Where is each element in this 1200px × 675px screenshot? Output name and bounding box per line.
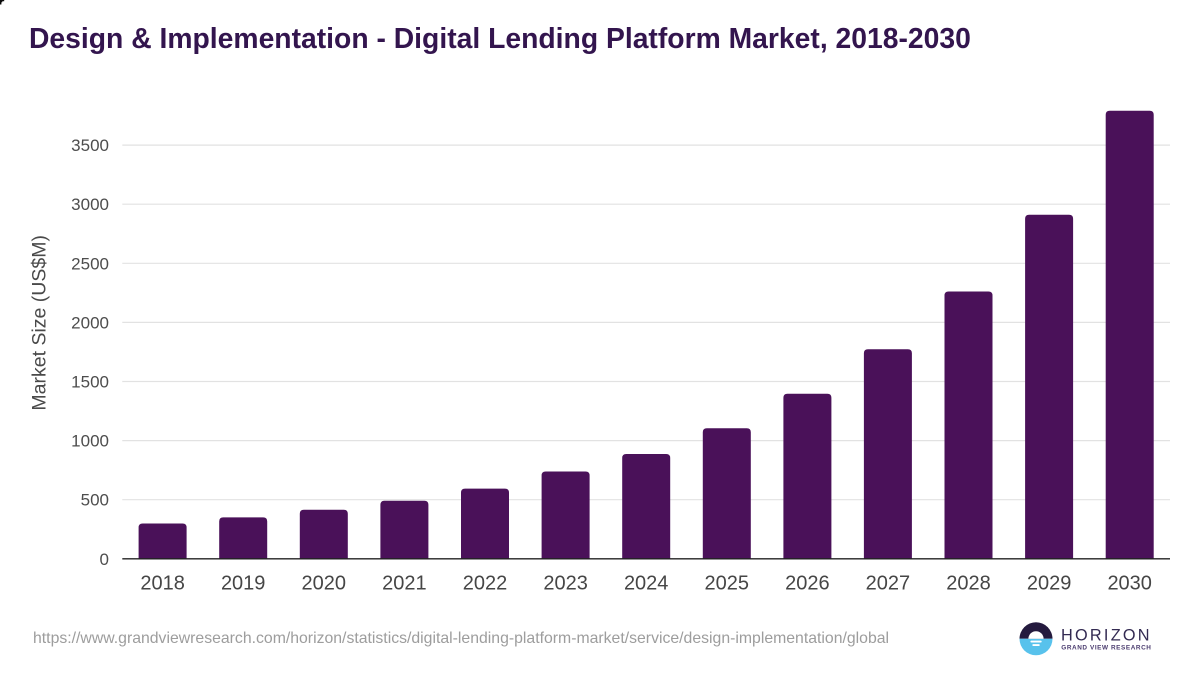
svg-text:0: 0 [100, 550, 109, 569]
svg-text:2023: 2023 [543, 573, 588, 595]
svg-text:2029: 2029 [1027, 573, 1072, 595]
svg-text:2000: 2000 [71, 313, 109, 332]
svg-text:2019: 2019 [221, 573, 266, 595]
svg-text:2024: 2024 [624, 573, 669, 595]
svg-text:Market Size (US$M): Market Size (US$M) [29, 235, 51, 411]
svg-text:2025: 2025 [705, 573, 750, 595]
svg-text:2027: 2027 [866, 573, 911, 595]
svg-text:GRAND VIEW RESEARCH: GRAND VIEW RESEARCH [1061, 645, 1151, 652]
svg-text:3500: 3500 [71, 136, 109, 155]
svg-text:2022: 2022 [463, 573, 508, 595]
svg-text:1000: 1000 [71, 432, 109, 451]
svg-text:3000: 3000 [71, 195, 109, 214]
svg-text:1500: 1500 [71, 373, 109, 392]
svg-text:2018: 2018 [140, 573, 185, 595]
svg-text:2028: 2028 [946, 573, 991, 595]
svg-text:HORIZON: HORIZON [1061, 627, 1152, 645]
svg-text:500: 500 [81, 491, 109, 510]
svg-text:2500: 2500 [71, 254, 109, 273]
svg-text:2021: 2021 [382, 573, 427, 595]
svg-text:2020: 2020 [302, 573, 347, 595]
svg-text:2026: 2026 [785, 573, 830, 595]
svg-text:2030: 2030 [1107, 573, 1152, 595]
